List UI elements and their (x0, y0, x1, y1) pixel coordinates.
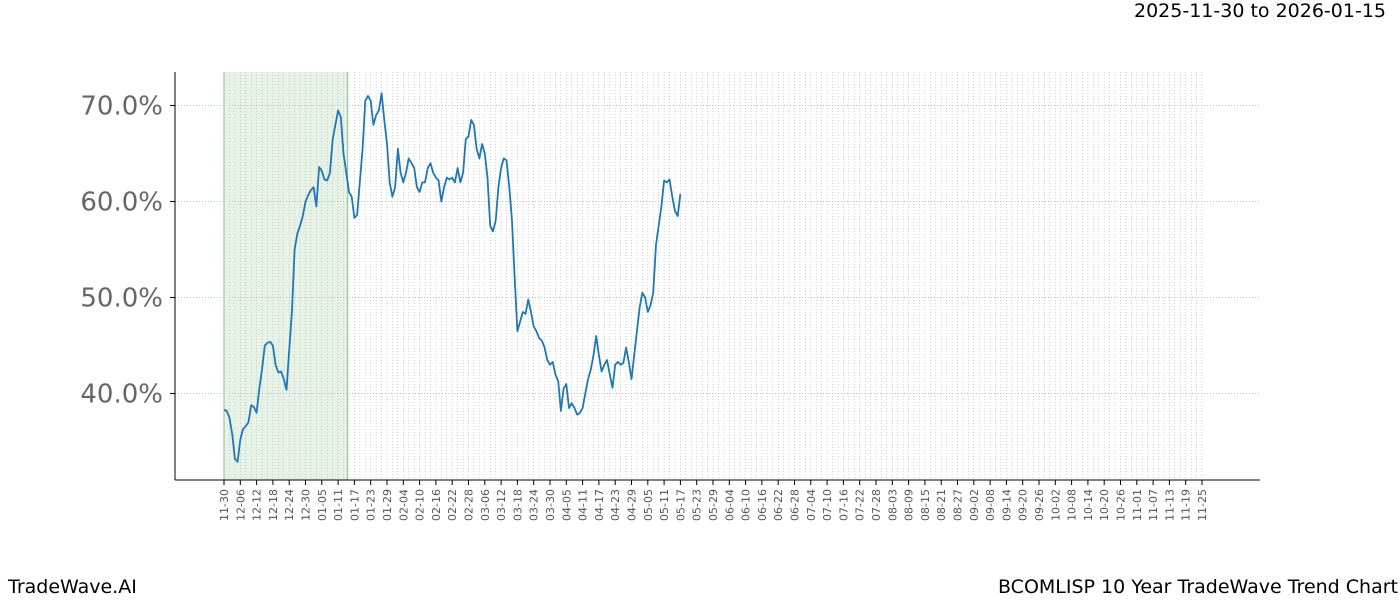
series-line (223, 92, 682, 463)
x-tick-label: 05-05 (642, 489, 655, 521)
x-tick-label: 11-30 (218, 489, 231, 521)
x-tick-label: 09-20 (1017, 489, 1030, 521)
x-tick-label: 08-21 (935, 489, 948, 521)
x-tick-label: 01-11 (332, 489, 345, 521)
chart-caption: BCOMLISP 10 Year TradeWave Trend Chart (997, 576, 1398, 598)
y-tick-label: 70.0% (80, 92, 163, 122)
x-tick-label: 02-22 (446, 489, 459, 521)
x-tick-label: 03-24 (528, 489, 541, 521)
x-tick-label: 11-07 (1147, 489, 1160, 521)
x-tick-label: 09-26 (1033, 489, 1046, 521)
x-tick-label: 01-23 (365, 489, 378, 521)
x-tick-label: 09-02 (968, 489, 981, 521)
x-tick-label: 01-05 (316, 489, 329, 521)
x-tick-label: 08-15 (919, 489, 932, 521)
x-tick-label: 02-28 (463, 489, 476, 521)
x-tick-label: 01-17 (348, 489, 361, 521)
x-tick-label: 02-16 (430, 489, 443, 521)
x-tick-label: 04-17 (593, 489, 606, 521)
x-tick-label: 03-06 (479, 489, 492, 521)
x-tick-label: 10-14 (1082, 489, 1095, 521)
x-tick-label: 12-06 (234, 489, 247, 521)
x-tick-label: 02-10 (414, 489, 427, 521)
x-tick-label: 06-16 (756, 489, 769, 521)
x-tick-label: 11-25 (1196, 489, 1209, 521)
x-tick-label: 10-02 (1049, 489, 1062, 521)
x-tick-label: 06-28 (789, 489, 802, 521)
x-tick-label: 05-17 (674, 489, 687, 521)
date-range-label: 2025-11-30 to 2026-01-15 (1134, 0, 1386, 22)
x-tick-label: 03-12 (495, 489, 508, 521)
x-tick-label: 11-01 (1131, 489, 1144, 521)
y-tick-label: 40.0% (80, 380, 163, 410)
y-tick-label: 60.0% (80, 188, 163, 218)
x-tick-label: 06-10 (740, 489, 753, 521)
x-tick-label: 07-16 (837, 489, 850, 521)
x-tick-label: 06-22 (772, 489, 785, 521)
x-tick-label: 08-09 (903, 489, 916, 521)
x-tick-label: 10-08 (1066, 489, 1079, 521)
x-tick-label: 05-29 (707, 489, 720, 521)
x-tick-label: 04-05 (560, 489, 573, 521)
x-tick-label: 03-30 (544, 489, 557, 521)
x-tick-label: 09-08 (984, 489, 997, 521)
brand-label: TradeWave.AI (8, 576, 137, 598)
x-tick-label: 11-19 (1180, 489, 1193, 521)
x-tick-label: 07-28 (870, 489, 883, 521)
x-tick-label: 07-10 (821, 489, 834, 521)
x-tick-label: 08-03 (886, 489, 899, 521)
x-tick-label: 04-23 (609, 489, 622, 521)
x-tick-label: 11-13 (1163, 489, 1176, 521)
x-tick-label: 12-18 (267, 489, 280, 521)
x-tick-label: 05-23 (691, 489, 704, 521)
x-tick-label: 01-29 (381, 489, 394, 521)
x-tick-label: 06-04 (723, 489, 736, 521)
x-tick-label: 12-30 (300, 489, 313, 521)
x-tick-label: 09-14 (1000, 489, 1013, 521)
x-tick-label: 07-04 (805, 489, 818, 521)
x-tick-label: 07-22 (854, 489, 867, 521)
x-tick-label: 02-04 (397, 489, 410, 521)
x-tick-label: 10-20 (1098, 489, 1111, 521)
highlight-band (224, 72, 348, 480)
x-tick-label: 04-11 (577, 489, 590, 521)
x-tick-label: 03-18 (511, 489, 524, 521)
x-tick-label: 04-29 (626, 489, 639, 521)
x-tick-label: 10-26 (1115, 489, 1128, 521)
y-tick-label: 50.0% (80, 284, 163, 314)
x-tick-label: 12-12 (251, 489, 264, 521)
x-tick-label: 12-24 (283, 489, 296, 521)
x-tick-label: 05-11 (658, 489, 671, 521)
x-tick-label: 08-27 (952, 489, 965, 521)
